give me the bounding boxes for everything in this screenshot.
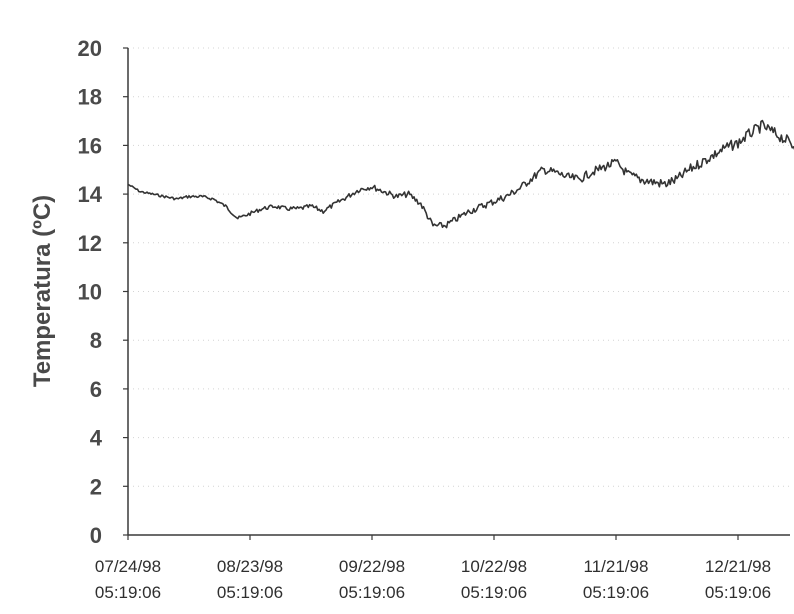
y-tick-label: 20	[78, 36, 102, 61]
y-tick-label: 12	[78, 231, 102, 256]
x-tick-label: 08/23/98	[217, 557, 283, 576]
x-tick-label: 05:19:06	[583, 583, 649, 602]
x-tick-label: 09/22/98	[339, 557, 405, 576]
y-tick-label: 18	[78, 85, 102, 110]
y-axis-ticks: 0 2 4 6 8 10 12 14 16 18 20	[78, 36, 128, 548]
y-tick-label: 16	[78, 133, 102, 158]
x-tick-label: 05:19:06	[217, 583, 283, 602]
y-tick-label: 2	[90, 474, 102, 499]
x-axis-ticks: 07/24/98 05:19:06 08/23/98 05:19:06 09/22/98…	[95, 535, 771, 602]
x-tick-label: 05:19:06	[95, 583, 161, 602]
x-tick-label: 05:19:06	[705, 583, 771, 602]
grid-lines	[128, 47, 790, 487]
x-tick-label: 05:19:06	[339, 583, 405, 602]
y-tick-label: 6	[90, 377, 102, 402]
x-tick-label: 11/21/98	[584, 557, 649, 576]
x-tick-label: 10/22/98	[461, 557, 527, 576]
x-tick-label: 07/24/98	[95, 557, 161, 576]
x-tick-label: 05:19:06	[461, 583, 527, 602]
y-tick-label: 0	[90, 523, 102, 548]
temperature-series-line	[127, 119, 794, 229]
y-tick-label: 10	[78, 280, 102, 305]
y-tick-label: 14	[78, 182, 103, 207]
y-tick-label: 8	[90, 328, 102, 353]
x-tick-label: 12/21/98	[705, 557, 771, 576]
y-tick-label: 4	[90, 426, 103, 451]
y-axis-title: Temperatura (ºC)	[29, 195, 56, 387]
